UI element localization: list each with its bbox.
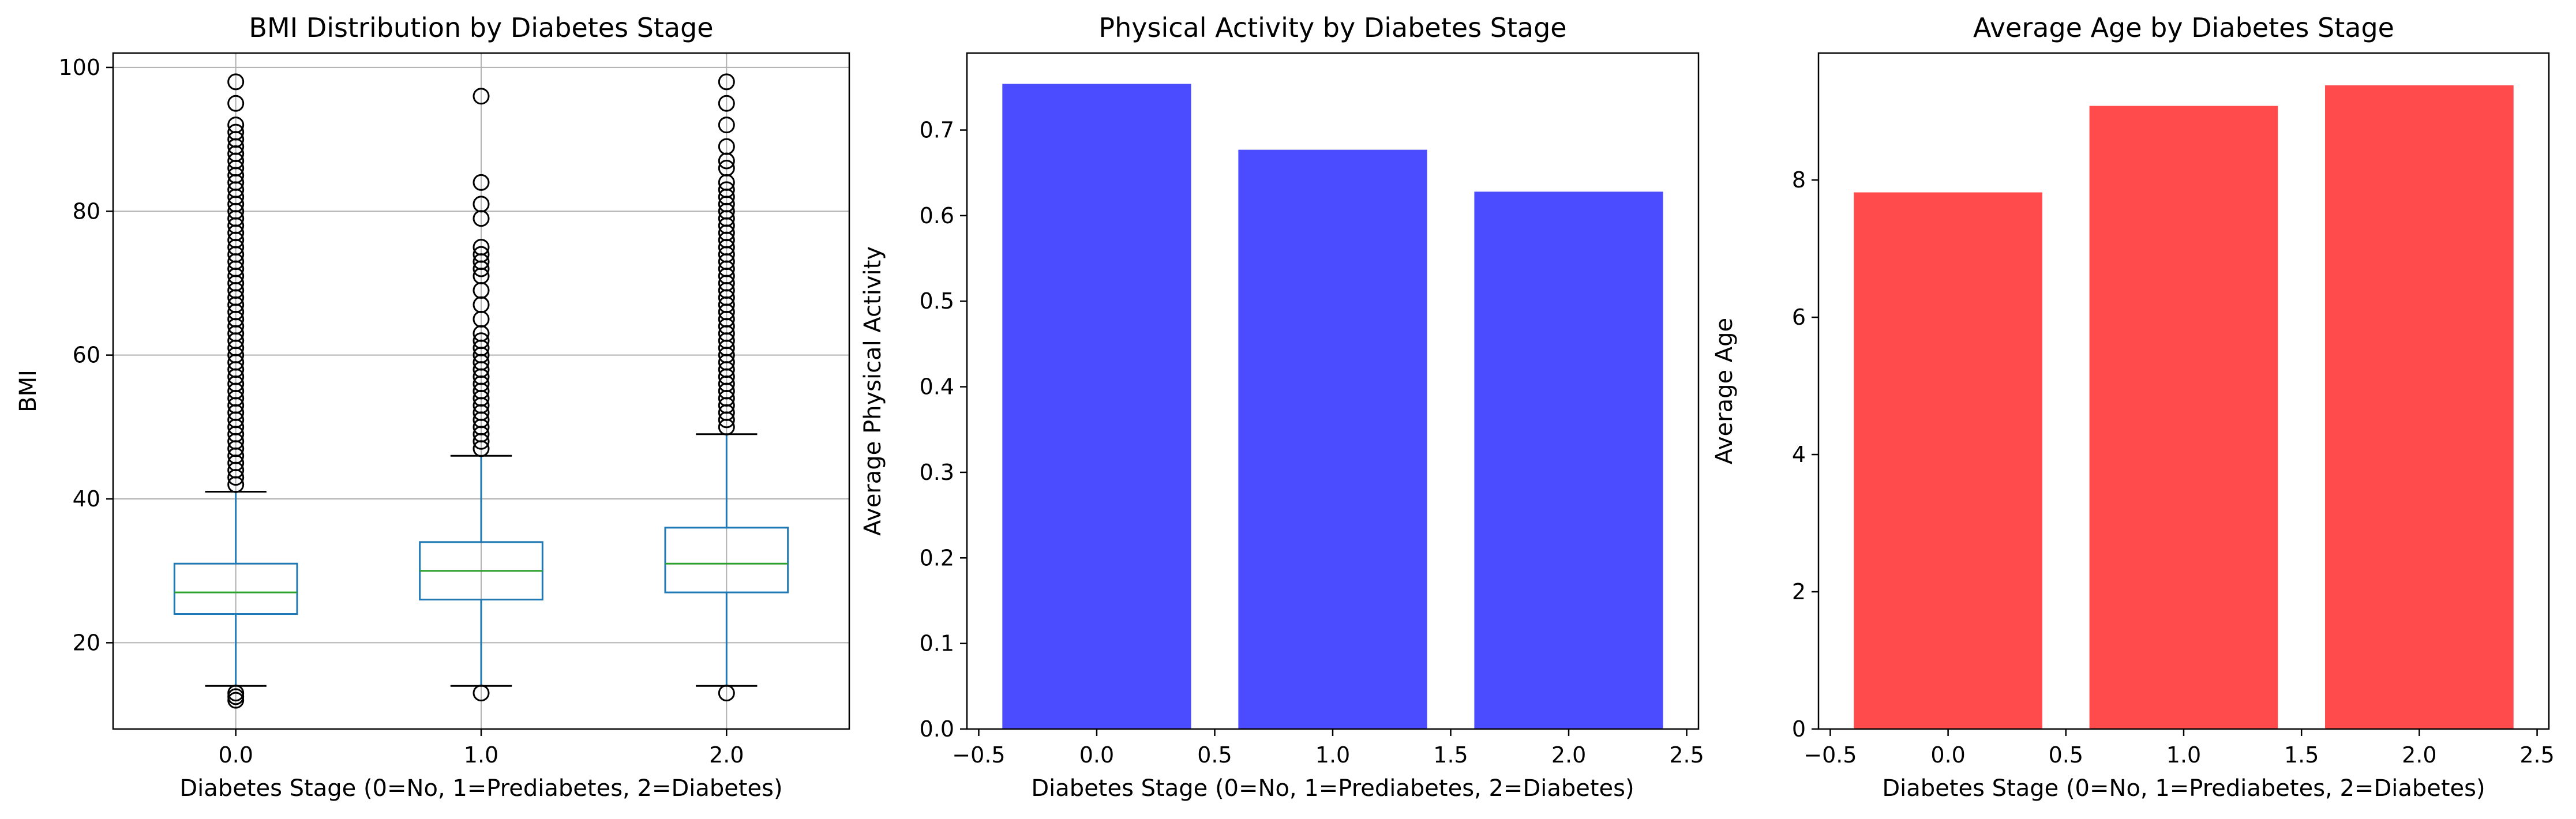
x-tick-label: 0.0 — [1930, 742, 1965, 768]
y-tick-label: 0.6 — [920, 203, 954, 228]
chart-title: Average Age by Diabetes Stage — [1973, 12, 2394, 43]
outlier-point — [473, 685, 490, 702]
x-tick-label: 1.5 — [1433, 742, 1468, 768]
x-axis-label: Diabetes Stage (0=No, 1=Prediabetes, 2=D… — [1031, 775, 1634, 802]
outlier-point — [718, 181, 735, 198]
outlier-point — [227, 117, 245, 134]
x-tick-label: 0.0 — [218, 742, 253, 768]
x-tick-label: 2.5 — [1669, 742, 1704, 768]
outlier-point — [473, 332, 490, 350]
y-tick-label: 0.4 — [920, 374, 954, 400]
y-axis-label: Average Physical Activity — [860, 246, 886, 536]
x-tick-label: −0.5 — [1803, 742, 1857, 768]
bar-1 — [2089, 106, 2278, 729]
outlier-point — [473, 196, 490, 213]
y-tick-label: 80 — [73, 198, 100, 224]
x-tick-label: 1.0 — [1315, 742, 1350, 768]
box-0.0 — [173, 562, 298, 615]
y-tick-label: 100 — [58, 55, 100, 80]
y-tick-label: 0.2 — [920, 545, 954, 570]
box-2.0 — [664, 527, 789, 593]
x-tick-label: 2.0 — [2402, 742, 2436, 768]
bar-2 — [2325, 85, 2514, 729]
x-tick-label: 0.0 — [1079, 742, 1114, 768]
x-tick-label: 0.5 — [1197, 742, 1232, 768]
outlier-point — [718, 685, 735, 702]
outlier-point — [718, 138, 735, 155]
x-tick-label: 0.5 — [2049, 742, 2083, 768]
outlier-point — [227, 95, 245, 112]
outlier-point — [227, 685, 245, 702]
x-tick-label: 2.0 — [1551, 742, 1586, 768]
x-tick-label: 2.5 — [2519, 742, 2554, 768]
outlier-point — [718, 159, 735, 176]
bar-2 — [1474, 191, 1663, 729]
y-axis-label: Average Age — [1711, 318, 1738, 464]
y-tick-label: 60 — [73, 343, 100, 368]
outlier-point — [718, 95, 735, 112]
outlier-point — [473, 88, 490, 105]
y-tick-label: 0.0 — [920, 716, 954, 742]
bar-0 — [1854, 192, 2042, 730]
outlier-point — [227, 123, 245, 141]
y-tick-label: 20 — [73, 630, 100, 655]
x-tick-label: −0.5 — [952, 742, 1005, 768]
y-tick-label: 2 — [1792, 579, 1806, 604]
x-tick-label: 1.0 — [464, 742, 498, 768]
y-tick-label: 8 — [1792, 167, 1806, 193]
outlier-point — [473, 246, 490, 263]
x-axis-label: Diabetes Stage (0=No, 1=Prediabetes, 2=D… — [179, 775, 782, 802]
x-tick-label: 1.0 — [2166, 742, 2201, 768]
outlier-point — [227, 73, 245, 91]
chart-title: Physical Activity by Diabetes Stage — [1098, 12, 1566, 43]
outlier-point — [718, 73, 735, 91]
outlier-point — [718, 117, 735, 134]
x-tick-label: 2.0 — [709, 742, 744, 768]
y-tick-label: 6 — [1792, 305, 1806, 330]
x-tick-label: 1.5 — [2284, 742, 2319, 768]
x-axis-label: Diabetes Stage (0=No, 1=Prediabetes, 2=D… — [1882, 775, 2485, 802]
y-tick-label: 40 — [73, 486, 100, 512]
chart-title: BMI Distribution by Diabetes Stage — [249, 12, 713, 43]
y-tick-label: 4 — [1792, 442, 1806, 467]
bar-1 — [1238, 149, 1427, 729]
y-axis-label: BMI — [15, 370, 42, 412]
y-tick-label: 0.3 — [920, 460, 954, 485]
y-tick-label: 0.1 — [920, 631, 954, 656]
y-tick-label: 0.5 — [920, 288, 954, 314]
y-tick-label: 0 — [1792, 716, 1806, 742]
bar-0 — [1002, 84, 1191, 729]
outlier-point — [473, 239, 490, 256]
outlier-point — [473, 174, 490, 191]
y-tick-label: 0.7 — [920, 118, 954, 143]
